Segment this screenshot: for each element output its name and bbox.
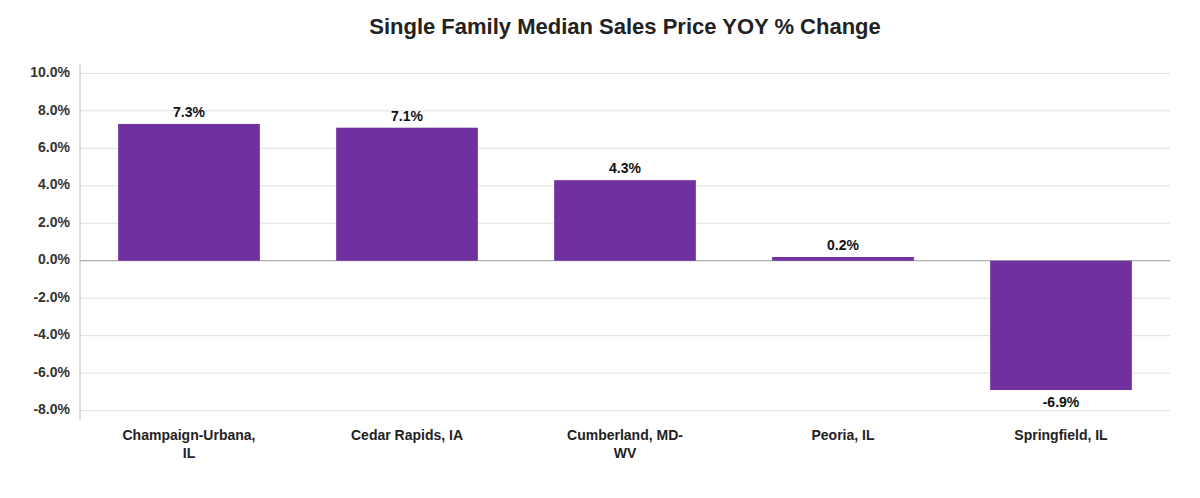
data-label: -6.9%	[1043, 394, 1080, 410]
y-tick-label: -4.0%	[33, 326, 70, 342]
grid-line	[80, 73, 1170, 74]
data-label: 0.2%	[827, 237, 859, 253]
y-tick-label: -2.0%	[33, 289, 70, 305]
y-tick-label: -8.0%	[33, 401, 70, 417]
data-label: 4.3%	[609, 160, 641, 176]
grid-line	[80, 110, 1170, 111]
bar	[554, 180, 696, 261]
x-tick-label: Springfield, IL	[1014, 427, 1108, 443]
y-tick-label: 0.0%	[38, 251, 70, 267]
chart-container: Single Family Median Sales Price YOY % C…	[0, 0, 1200, 498]
y-tick-label: 2.0%	[38, 214, 70, 230]
bar	[336, 128, 478, 261]
y-axis-line	[80, 64, 81, 420]
chart-title: Single Family Median Sales Price YOY % C…	[369, 14, 881, 39]
bar	[772, 257, 914, 261]
y-tick-label: 4.0%	[38, 176, 70, 192]
grid	[80, 73, 1170, 410]
y-tick-label: -6.0%	[33, 364, 70, 380]
bars	[118, 124, 1132, 390]
bar	[990, 261, 1132, 390]
x-tick-label: Cedar Rapids, IA	[351, 427, 463, 443]
y-tick-label: 10.0%	[30, 64, 70, 80]
data-label: 7.1%	[391, 108, 423, 124]
y-tick-label: 8.0%	[38, 102, 70, 118]
data-label: 7.3%	[173, 104, 205, 120]
bar	[118, 124, 260, 261]
x-tick-label: Peoria, IL	[811, 427, 874, 443]
grid-line	[80, 410, 1170, 411]
chart-svg: Single Family Median Sales Price YOY % C…	[0, 0, 1200, 498]
x-tick-label: Champaign-Urbana,IL	[122, 427, 255, 461]
x-tick-label: Cumberland, MD-WV	[567, 427, 683, 461]
y-tick-label: 6.0%	[38, 139, 70, 155]
